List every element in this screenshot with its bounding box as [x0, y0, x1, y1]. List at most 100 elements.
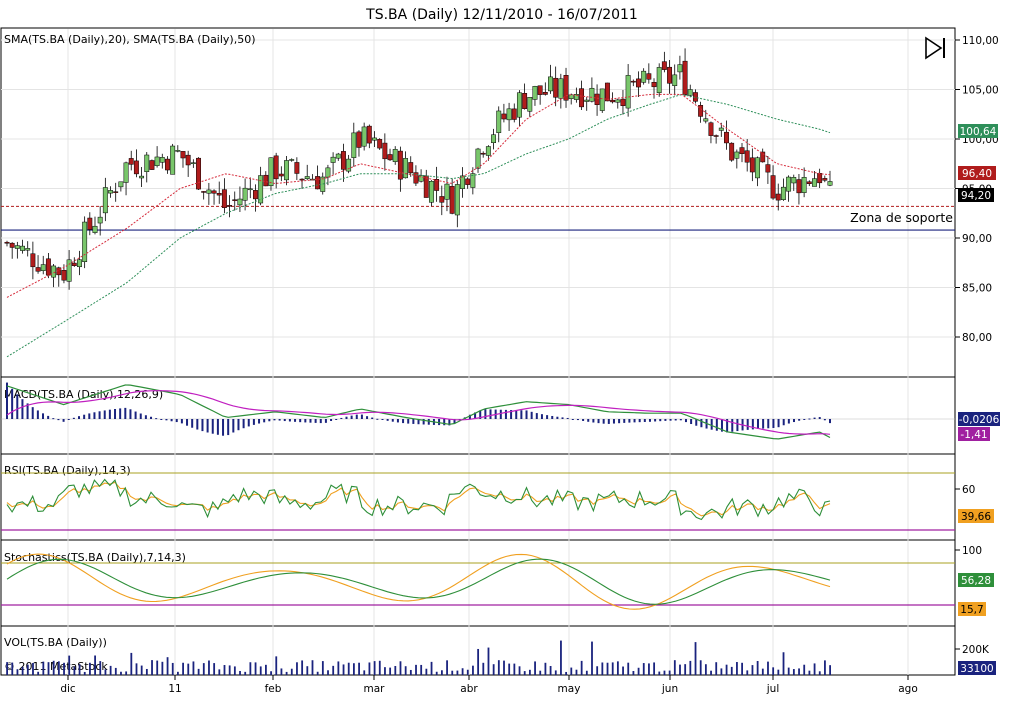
- candle: [299, 178, 305, 189]
- candle: [470, 167, 476, 195]
- volume-bar: [301, 660, 304, 675]
- candle: [397, 146, 403, 192]
- volume-bar: [544, 662, 547, 675]
- macd-hist-bar: [360, 414, 363, 419]
- candle: [786, 175, 792, 202]
- macd-hist-bar: [237, 419, 240, 431]
- chart-title: TS.BA (Daily) 12/11/2010 - 16/07/2011: [365, 7, 638, 23]
- candle: [491, 128, 497, 150]
- macd-hist-bar: [438, 419, 441, 426]
- volume-bar: [756, 661, 759, 675]
- volume-bar: [720, 668, 723, 675]
- volume-bar: [472, 665, 474, 675]
- candle: [454, 180, 460, 228]
- volume-bar: [829, 665, 831, 675]
- candle: [439, 185, 445, 216]
- candle: [610, 92, 616, 104]
- candle: [589, 77, 595, 103]
- volume-bar: [296, 662, 298, 675]
- macd-hist-bar: [823, 419, 826, 421]
- play-next-icon[interactable]: [925, 36, 945, 60]
- volume-bar: [47, 662, 50, 675]
- macd-hist-bar: [762, 419, 765, 429]
- macd-hist-bar: [479, 410, 482, 419]
- candle: [284, 156, 289, 186]
- volume-bar: [663, 670, 666, 675]
- candle: [532, 85, 538, 106]
- volume-bar: [125, 671, 128, 675]
- svg-text:94,20: 94,20: [961, 190, 991, 202]
- macd-hist-bar: [78, 416, 81, 419]
- macd-hist-bar: [42, 413, 45, 419]
- rsi-y-tick: 60: [962, 484, 975, 496]
- macd-hist-bar: [263, 419, 266, 423]
- candle: [770, 165, 776, 200]
- volume-bar: [534, 661, 536, 675]
- macd-hist-bar: [561, 417, 564, 419]
- candle: [40, 255, 46, 275]
- candle: [527, 97, 533, 118]
- macd-hist-bar: [88, 413, 91, 419]
- candle: [123, 161, 129, 196]
- candle: [724, 120, 729, 150]
- rsi-panel: [0, 453, 956, 541]
- rsi-legend: RSI(TS.BA (Daily),14,3): [4, 464, 131, 477]
- volume-bar: [280, 668, 283, 675]
- macd-histogram: [6, 382, 831, 436]
- candle: [82, 216, 88, 269]
- volume-bar: [704, 664, 707, 675]
- macd-hist-bar: [710, 419, 713, 430]
- macd-hist-bar: [258, 419, 261, 424]
- volume-bar: [63, 662, 65, 675]
- candle: [273, 152, 279, 189]
- volume-bar: [290, 668, 293, 675]
- volume-bar: [99, 661, 102, 675]
- candle: [791, 174, 797, 191]
- stoch-y-tick: 100: [962, 545, 982, 557]
- candle: [340, 143, 346, 182]
- volume-bar: [492, 664, 495, 675]
- candle: [460, 167, 465, 198]
- volume-bar: [399, 661, 402, 675]
- price-legend: SMA(TS.BA (Daily),20), SMA(TS.BA (Daily)…: [4, 33, 256, 46]
- stoch-legend: Stochastics(TS.BA (Daily),7,14,3): [4, 551, 186, 564]
- candle: [625, 64, 631, 117]
- volume-bar: [52, 660, 55, 675]
- candle: [651, 78, 657, 99]
- volume-bar: [523, 671, 526, 675]
- volume-bar: [394, 665, 397, 675]
- candle: [309, 174, 315, 181]
- svg-text:39,66: 39,66: [961, 511, 991, 523]
- candle: [418, 169, 424, 183]
- candle: [646, 63, 652, 84]
- candle: [128, 150, 134, 171]
- macd-hist-bar: [829, 419, 831, 424]
- volume-bar: [182, 662, 184, 675]
- macd-hist-bar: [607, 419, 610, 424]
- macd-hist-bar: [674, 419, 677, 421]
- volume-bar: [658, 671, 661, 675]
- macd-hist-bar: [129, 409, 132, 419]
- candle: [97, 206, 103, 236]
- candle: [14, 241, 20, 259]
- volume-bar: [114, 667, 117, 675]
- macd-hist-bar: [371, 417, 374, 419]
- volume-bar: [11, 662, 14, 675]
- sma20-line: [6, 93, 831, 298]
- macd-hist-bar: [484, 409, 487, 419]
- volume-bar: [21, 666, 24, 675]
- candle: [242, 178, 248, 211]
- macd-hist-bar: [31, 407, 34, 419]
- macd-hist-bar: [108, 409, 111, 419]
- volume-bar: [694, 642, 697, 675]
- macd-hist-bar: [288, 419, 291, 422]
- price-y-tick: 85,00: [962, 283, 992, 295]
- macd-hist-bar: [252, 419, 255, 425]
- support-annotation: Zona de soporte: [850, 210, 953, 225]
- macd-hist-bar: [648, 419, 651, 422]
- candle: [656, 63, 662, 97]
- volume-bar: [347, 662, 350, 675]
- volume-bar: [332, 665, 335, 675]
- macd-hist-bar: [191, 419, 194, 428]
- macd-hist-bar: [468, 414, 471, 419]
